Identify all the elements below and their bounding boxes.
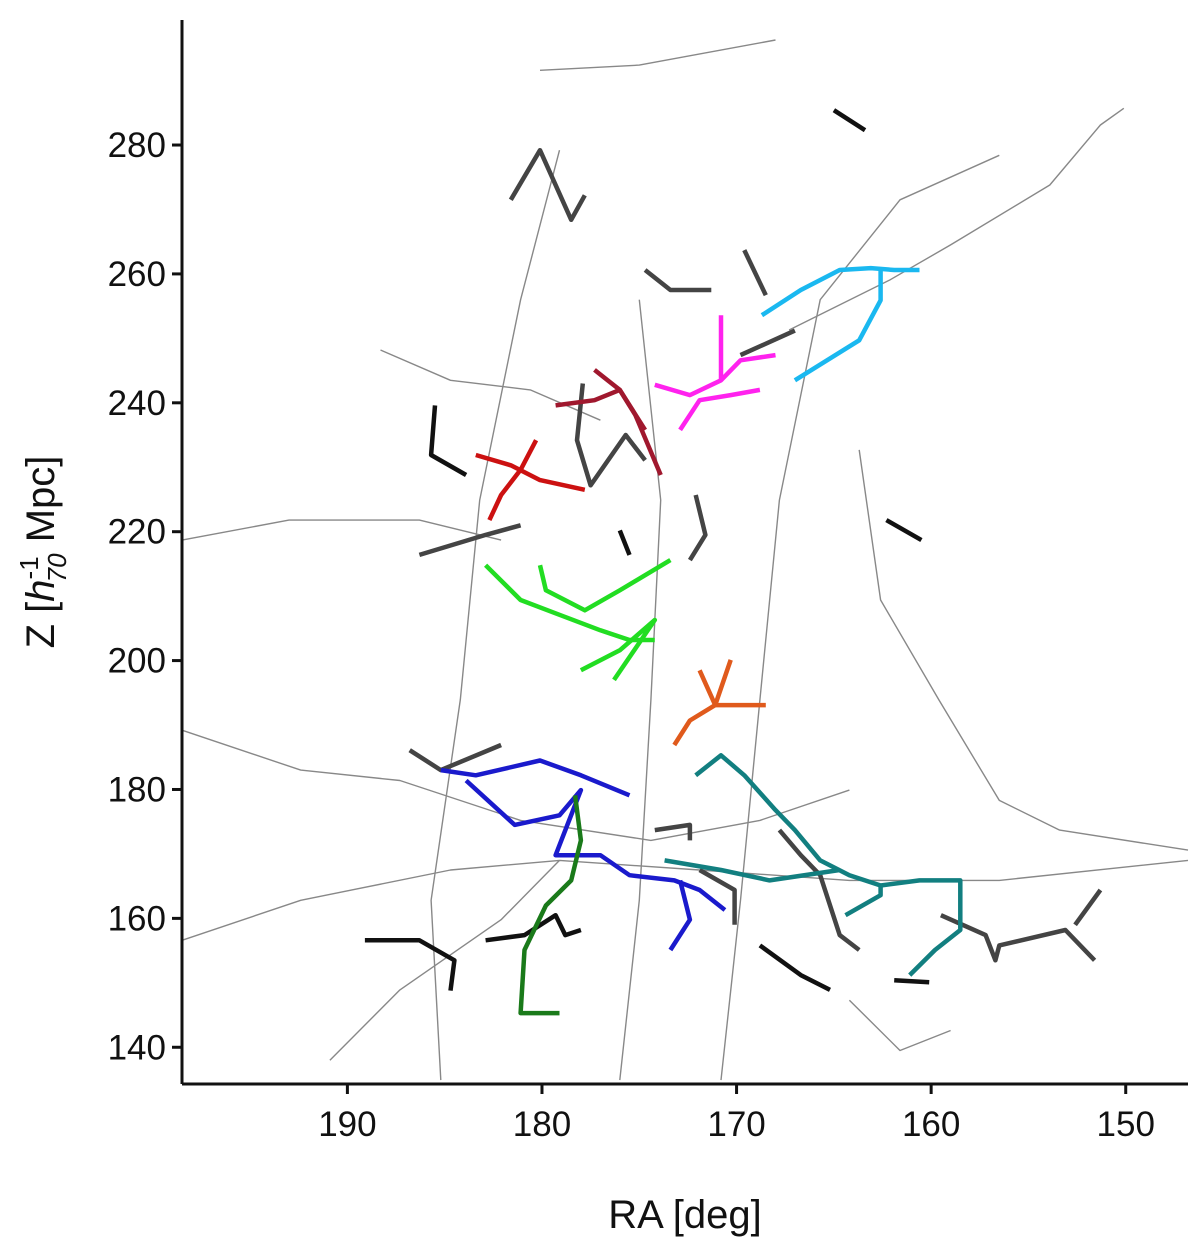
filament: [742, 249, 768, 297]
filament: [777, 828, 861, 952]
background-filament: [858, 449, 1189, 851]
background-filament: [720, 154, 1000, 1081]
filament: [643, 268, 712, 293]
background-filament: [329, 859, 560, 1061]
filament: [1073, 888, 1103, 927]
x-tick-label: 160: [902, 1105, 960, 1144]
filament: [698, 868, 737, 925]
filament: [364, 938, 457, 991]
filament: [832, 108, 867, 133]
background-filament: [430, 150, 561, 1081]
filament: [672, 702, 766, 747]
filament: [654, 822, 693, 841]
x-tick-label: 190: [318, 1105, 376, 1144]
filament: [518, 795, 584, 1016]
filament: [574, 383, 647, 488]
filament: [579, 617, 658, 682]
filament: [894, 977, 930, 985]
filament: [593, 368, 648, 432]
y-tick-label: 200: [108, 642, 166, 681]
background-filament: [848, 999, 951, 1052]
background-filament: [788, 107, 1125, 331]
background-filament: [181, 859, 1189, 941]
filament: [508, 147, 587, 223]
filament: [428, 405, 468, 477]
filament: [939, 913, 1097, 963]
background-filament: [181, 729, 850, 842]
y-tick-label: 220: [108, 513, 166, 552]
x-tick-label: 180: [513, 1105, 571, 1144]
filament: [617, 529, 632, 556]
x-tick-label: 170: [707, 1105, 765, 1144]
filament: [694, 753, 963, 977]
y-label-part: h: [19, 579, 63, 601]
filament: [697, 659, 733, 708]
filament: [793, 270, 883, 383]
y-label-part: -1: [14, 556, 44, 579]
x-tick-label: 150: [1097, 1105, 1155, 1144]
background-filament: [181, 519, 502, 541]
filament: [537, 558, 672, 613]
y-tick-label: 160: [108, 899, 166, 938]
filament: [678, 387, 761, 432]
y-label-part: Z [: [19, 602, 63, 649]
filament: [885, 518, 923, 543]
y-label-part: 70: [42, 553, 72, 582]
filament: [464, 778, 727, 912]
filament: [485, 912, 582, 943]
filament: [408, 742, 502, 773]
filament: [475, 452, 586, 492]
y-axis-label: Z [h-170 Mpc]: [14, 456, 72, 649]
filament: [668, 879, 693, 952]
filament: [664, 858, 841, 883]
y-tick-label: 260: [108, 255, 166, 294]
y-label-part: Mpc]: [19, 456, 63, 554]
filament: [758, 943, 832, 992]
filament: [739, 328, 796, 358]
background-filament: [380, 349, 601, 421]
filament: [687, 494, 708, 562]
background-filament: [619, 299, 662, 1081]
filament: [844, 885, 883, 918]
filament: [487, 439, 539, 522]
y-tick-label: 180: [108, 770, 166, 809]
y-tick-label: 140: [108, 1028, 166, 1067]
background-filament: [539, 39, 776, 71]
filament: [440, 758, 631, 798]
filament: [418, 523, 522, 558]
filament: [760, 265, 920, 318]
x-axis-label: RA [deg]: [608, 1193, 761, 1237]
y-tick-label: 240: [108, 384, 166, 423]
y-tick-label: 280: [108, 126, 166, 165]
